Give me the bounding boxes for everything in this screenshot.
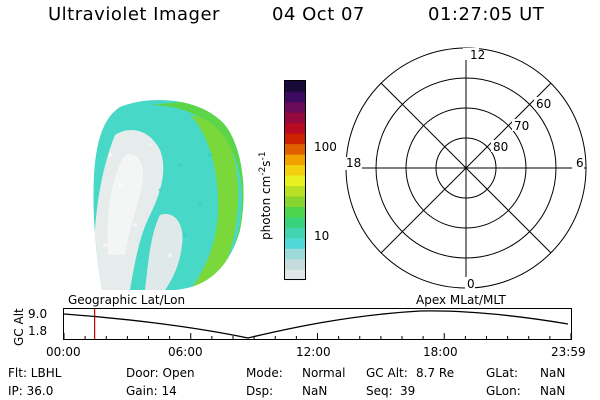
colorbar-cell: [284, 164, 306, 176]
status-mode-label: Mode:: [246, 366, 283, 380]
colorbar-cell: [284, 91, 306, 103]
colorbar-tick-10: 10: [314, 229, 330, 243]
status-seq-value: 39: [400, 384, 416, 398]
colorbar-cell: [284, 81, 306, 92]
colorbar-tick-100: 100: [314, 140, 337, 154]
status-glat-value: NaN: [540, 366, 566, 380]
colorbar-cell: [284, 269, 306, 281]
timeline-ylabel: GC Alt: [12, 308, 26, 346]
colorbar-cell: [284, 185, 306, 197]
timeline-xtick-1: 06:00: [168, 345, 203, 359]
colorbar-cell: [284, 227, 306, 239]
timeline-ytick-top: 9.0: [28, 307, 48, 321]
colorbar-cell: [284, 154, 306, 166]
mlt-label-12: 12: [470, 48, 485, 62]
colorbar: [284, 80, 306, 281]
instrument-title: Ultraviolet Imager: [48, 4, 220, 25]
timeline-xtick-2: 12:00: [296, 345, 331, 359]
status-glon-value: NaN: [540, 384, 566, 398]
colorbar-cell: [284, 101, 306, 113]
timeline-plot: [63, 308, 572, 340]
timeline-ytick-bottom: 1.8: [28, 324, 48, 338]
timeline-right-title: Apex MLat/MLT: [416, 293, 506, 307]
colorbar-cell: [284, 133, 306, 145]
polar-plot: 12 18 6 0 60 70 80: [344, 47, 587, 291]
colorbar-label: photon cm-2s-1: [258, 151, 273, 240]
status-glat-label: GLat:: [486, 366, 519, 380]
colorbar-cell: [284, 206, 306, 218]
lat-label-60: 60: [536, 97, 551, 111]
status-gcalt-value: 8.7 Re: [416, 366, 455, 380]
status-filter: Flt: LBHL: [8, 366, 62, 380]
mlt-label-0: 0: [467, 277, 475, 291]
colorbar-cell: [284, 175, 306, 187]
colorbar-cell: [284, 248, 306, 260]
colorbar-cells: [284, 81, 306, 281]
status-dsp-label: Dsp:: [246, 384, 274, 398]
colorbar-cell: [284, 122, 306, 134]
lat-label-80: 80: [493, 140, 508, 154]
timeline-xtick-3: 18:00: [423, 345, 458, 359]
lat-label-70: 70: [514, 119, 529, 133]
status-door: Door: Open: [126, 366, 195, 380]
colorbar-cell: [284, 259, 306, 270]
colorbar-cell: [284, 112, 306, 124]
timeline-xtick-4: 23:59: [551, 345, 586, 359]
date-label: 04 Oct 07: [272, 4, 365, 25]
auroral-image: [93, 100, 244, 291]
altitude-curve: [63, 310, 569, 339]
timeline-tick-marks: [63, 333, 572, 339]
status-mode-value: Normal: [302, 366, 346, 380]
time-label: 01:27:05 UT: [428, 4, 545, 25]
colorbar-cell: [284, 217, 306, 228]
colorbar-cell: [284, 238, 306, 249]
mlt-label-18: 18: [346, 156, 361, 170]
status-ip: IP: 36.0: [8, 384, 54, 398]
status-gcalt-label: GC Alt:: [366, 366, 408, 380]
mlt-label-6: 6: [576, 156, 584, 170]
colorbar-cell: [284, 143, 306, 155]
status-glon-label: GLon:: [486, 384, 521, 398]
colorbar-cell: [284, 196, 306, 207]
status-gain: Gain: 14: [126, 384, 177, 398]
status-seq-label: Seq:: [366, 384, 393, 398]
timeline-xtick-0: 00:00: [46, 345, 81, 359]
status-dsp-value: NaN: [302, 384, 328, 398]
timeline-left-title: Geographic Lat/Lon: [68, 293, 186, 307]
